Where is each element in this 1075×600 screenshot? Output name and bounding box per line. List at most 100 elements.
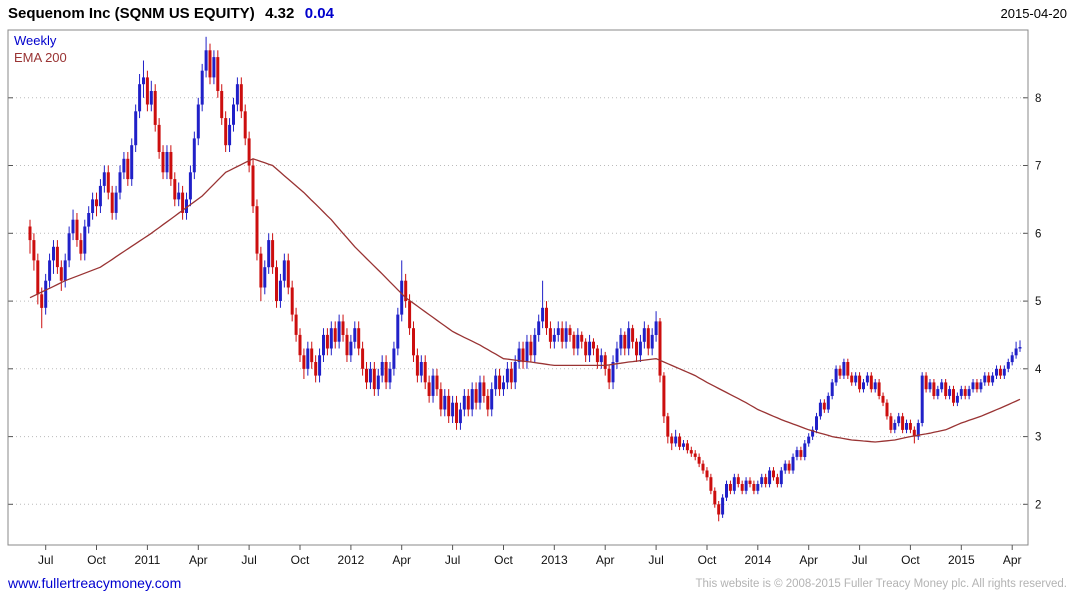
candle-body [959,389,963,396]
candle-body [271,240,275,268]
candle-body [505,368,509,383]
copyright-text: This website is © 2008-2015 Fuller Treac… [695,578,1067,590]
candle-body [889,416,893,430]
candle-body [772,470,775,478]
candle-body [905,423,908,430]
candle-body [181,192,185,213]
candle-body [881,395,885,403]
candle-body [376,375,380,390]
candle-body [846,362,850,376]
candle-body [235,84,239,105]
candle-body [439,389,443,410]
instrument-title: Sequenom Inc (SQNM US EQUITY) [8,5,255,22]
legend-series-weekly: Weekly [14,33,57,48]
candle-body [239,84,243,112]
candle-body [91,199,95,213]
price-chart: 2 3 4 5 6 7 8 Jul Oct 2011 Apr Jul Oct 2012 Apr Jul Oct 2… [7,29,1042,567]
candle-body [466,395,470,410]
candle-body [1002,368,1006,376]
candle-body [380,362,384,376]
candle-body [760,477,764,484]
x-tick-label: Oct [291,553,310,567]
candle-body [885,402,889,417]
candle-body [721,497,725,515]
candle-body [811,429,815,437]
candle-body [368,368,372,383]
candle-body [87,213,91,227]
candle-body [685,443,689,451]
candle-body [521,348,525,363]
candle-body [576,334,580,349]
candle-body [548,328,552,342]
candle-body [545,307,548,329]
candle-body [607,368,611,383]
candle-body [455,402,458,423]
x-tick-label: Apr [1003,553,1022,567]
candle-body [869,375,873,390]
candle-body [701,463,705,471]
candle-body [732,477,736,491]
candle-body [192,138,196,173]
candle-body [396,314,400,349]
candle-body [290,287,294,315]
candle-body [278,280,282,301]
candle-body [818,402,822,417]
candle-body [282,260,286,281]
x-tick-label: 2011 [134,553,160,567]
candle-body [533,334,537,356]
candle-body [815,416,818,430]
candle-body [963,389,967,396]
candle-body [537,321,541,335]
candle-body [877,382,881,396]
candle-body [40,294,44,308]
candle-body [329,328,333,349]
x-tick-label: Oct [901,553,920,567]
candle-body [494,375,498,390]
candle-body [830,382,834,396]
candle-body [615,348,619,363]
candle-body [451,402,455,417]
candle-body [682,443,685,447]
candle-body [987,375,991,383]
candle-body [502,382,505,390]
candle-body [713,490,717,505]
x-tick-label: Jul [852,553,867,567]
candle-body [247,138,251,166]
candle-body [36,260,40,295]
candle-body [599,355,603,363]
legend-ema-200: EMA 200 [14,50,67,65]
candle-body [584,341,588,356]
candle-body [185,199,188,213]
candle-body [850,375,854,383]
candle-body [541,307,545,322]
candle-body [419,362,423,376]
candle-body [995,368,998,376]
candle-body [979,382,983,390]
candle-body [106,172,110,193]
candle-body [79,240,83,254]
candle-body [709,477,713,491]
candle-body [153,91,157,125]
candle-body [654,321,658,335]
candle-body [478,382,482,403]
candle-body [858,375,862,390]
x-tick-label: Oct [494,553,513,567]
site-link[interactable]: www.fullertreacymoney.com [8,575,182,591]
candle-body [314,362,318,376]
candle-body [955,395,959,403]
candle-body [462,395,466,410]
candle-body [302,355,306,369]
candle-body [435,375,439,390]
candle-body [83,226,87,254]
candle-body [200,70,204,105]
candle-body [603,355,607,369]
last-price: 4.32 [265,5,295,22]
candle-body [333,328,337,342]
y-tick-label: 8 [1035,93,1041,105]
candle-body [967,389,971,396]
candle-body [983,375,987,383]
candle-body [936,389,940,396]
candle-body [631,328,635,342]
candle-body [392,348,396,369]
candle-body [474,389,478,403]
